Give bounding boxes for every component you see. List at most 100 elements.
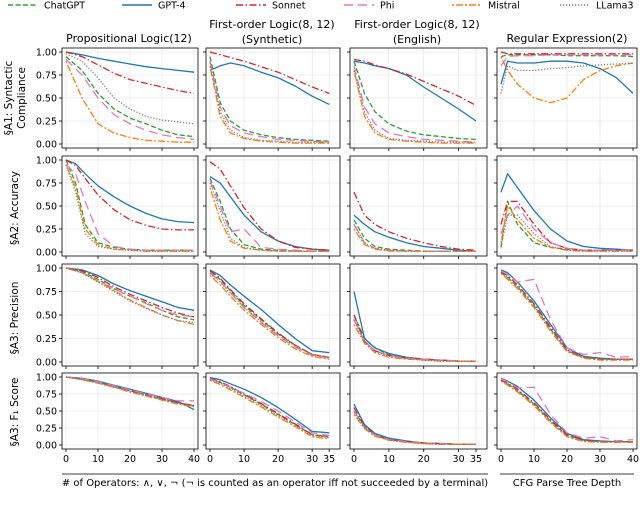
- row-label-2: §A3: Precision: [9, 282, 21, 355]
- series-line-llama3: [353, 224, 476, 252]
- column-titles: Propositional Logic(12) First-order Logi…: [66, 18, 627, 46]
- series-line-gpt-4: [65, 267, 195, 311]
- x-tick-label: 0: [63, 454, 69, 465]
- series-line-llama3: [353, 412, 476, 445]
- series-line-mistral: [65, 267, 195, 326]
- x-tick-label: 0: [207, 454, 213, 465]
- series-line-phi: [500, 54, 633, 67]
- series-line-llama3: [209, 273, 330, 358]
- series-line-gpt-4: [209, 176, 330, 251]
- series-line-llama3: [500, 214, 633, 252]
- series-line-phi: [353, 65, 477, 143]
- x-tick-label: 0: [498, 454, 504, 465]
- series-line-sonnet: [353, 191, 477, 251]
- series-line-phi: [209, 179, 330, 252]
- col-title-3: Regular Expression(2): [507, 32, 628, 45]
- y-tick-label: 0.50: [36, 310, 57, 321]
- series-line-llama3: [500, 379, 633, 443]
- series-line-sonnet: [65, 51, 195, 95]
- panel-r2-c3: [494, 263, 638, 369]
- panel-r3-c2: 0 10 20 30 35: [347, 372, 488, 465]
- x-tick-label: 30: [156, 454, 168, 465]
- series-line-gpt-4: [353, 214, 477, 252]
- series-line-gpt-4: [65, 159, 195, 224]
- series-line-gpt-4: [500, 173, 634, 251]
- x-tick-label: 40: [188, 454, 200, 465]
- series-line-llama3: [209, 182, 330, 252]
- series-line-mistral: [500, 205, 633, 252]
- series-line-gpt-4: [65, 51, 195, 73]
- panel-r1-c1: [203, 155, 341, 259]
- y-tick-label: 0.00: [36, 247, 57, 258]
- row-label-0-line2: Compliance: [16, 67, 28, 129]
- x-tick-label: 10: [383, 454, 395, 465]
- series-line-gpt-4: [500, 60, 634, 94]
- series-line-phi: [500, 205, 633, 251]
- series-line-sonnet: [353, 314, 476, 362]
- y-tick-label: 0.50: [36, 201, 57, 212]
- x-tick-label: 20: [124, 454, 136, 465]
- series-line-phi: [353, 410, 476, 445]
- x-axis-label-left: # of Operators: ∧, ∨, ¬ (¬ is counted as…: [62, 478, 488, 489]
- series-line-phi: [209, 61, 330, 143]
- y-tick-label: 0.25: [36, 224, 57, 235]
- y-tick-label: 1.00: [36, 263, 57, 274]
- row-labels: §A1: Syntactic Compliance §A2: Accuracy …: [3, 60, 28, 446]
- col-title-2-line2: (English): [393, 33, 441, 46]
- series-line-sonnet: [209, 161, 330, 251]
- series-line-llama3: [353, 70, 476, 143]
- x-tick-label: 20: [272, 454, 284, 465]
- y-tick-label: 1.00: [36, 47, 57, 58]
- series-line-chatgpt: [209, 56, 330, 142]
- series-line-gpt-4: [209, 269, 330, 354]
- series-line-mistral: [353, 414, 476, 445]
- panel-r3-c3: 0 10 20 30 40: [494, 372, 639, 465]
- series-line-chatgpt: [209, 272, 330, 358]
- series-line-phi: [500, 270, 634, 358]
- series-line-mistral: [500, 56, 634, 104]
- series-line-llama3: [65, 376, 195, 407]
- panel-r2-c2: [347, 263, 488, 369]
- series-line-phi: [209, 378, 330, 437]
- legend-label-llama3: LLama3: [596, 1, 634, 12]
- x-tick-label: 35: [470, 454, 482, 465]
- col-title-0: Propositional Logic(12): [66, 32, 192, 45]
- legend-label-gpt-4: GPT-4: [158, 1, 186, 12]
- x-tick-label: 30: [594, 454, 606, 465]
- series-line-mistral: [209, 275, 330, 360]
- series-line-chatgpt: [209, 178, 330, 252]
- x-tick-label: 30: [306, 454, 318, 465]
- series-line-phi: [65, 164, 194, 251]
- panel-r0-c3: [494, 47, 638, 151]
- series-line-sonnet: [209, 270, 330, 358]
- series-line-chatgpt: [353, 314, 476, 362]
- series-line-mistral: [65, 60, 194, 143]
- y-tick-label: 0.75: [36, 287, 57, 298]
- x-tick-label: 40: [627, 454, 639, 465]
- series-line-llama3: [353, 319, 476, 362]
- col-title-1-line2: (Synthetic): [242, 33, 303, 46]
- x-axis-labels: # of Operators: ∧, ∨, ¬ (¬ is counted as…: [62, 473, 634, 489]
- series-line-phi: [65, 58, 195, 141]
- series-line-gpt-4: [500, 377, 633, 443]
- row-label-1: §A2: Accuracy: [9, 171, 21, 245]
- panel-r3-c0: 0.00 0.25 0.50 0.75 1.00 0 10 20 30 40: [36, 372, 200, 465]
- y-tick-label: 0.25: [36, 116, 57, 127]
- series-line-sonnet: [353, 58, 477, 106]
- series-line-gpt-4: [353, 60, 477, 122]
- x-axis-label-right: CFG Parse Tree Depth: [513, 478, 622, 489]
- x-tick-label: 20: [561, 454, 573, 465]
- x-tick-label: 10: [238, 454, 250, 465]
- col-title-1-line1: First-order Logic(8, 12): [209, 18, 334, 31]
- y-tick-label: 0.75: [36, 70, 57, 81]
- y-tick-label: 0.50: [36, 406, 57, 417]
- legend: ChatGPT GPT-4 Sonnet Phi Mistral LLama3: [8, 1, 634, 12]
- series-line-llama3: [65, 267, 195, 324]
- y-tick-label: 0.75: [36, 389, 57, 400]
- series-line-sonnet: [500, 271, 633, 360]
- y-tick-label: 0.00: [36, 357, 57, 368]
- panel-r0-c1: [203, 47, 341, 151]
- y-tick-label: 0.50: [36, 93, 57, 104]
- series-line-sonnet: [209, 51, 330, 95]
